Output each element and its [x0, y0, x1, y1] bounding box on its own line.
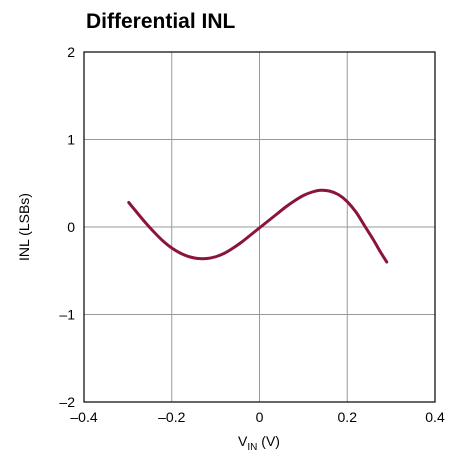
y-tick-label: 2	[67, 44, 75, 60]
x-axis-label-unit: (V)	[257, 433, 280, 449]
x-axis-label-subscript: IN	[247, 442, 257, 453]
x-tick-labels: –0.4 –0.2 0 0.2 0.4	[70, 409, 445, 425]
plot-frame	[83, 51, 436, 403]
y-tick-labels: –2 –1 0 1 2	[59, 44, 75, 410]
y-axis-label: INL (LSBs)	[16, 193, 32, 261]
x-axis-label: VIN (V)	[238, 433, 280, 453]
y-tick-label: –1	[59, 307, 75, 323]
x-tick-label: –0.2	[158, 409, 185, 425]
x-axis-label-main: V	[238, 433, 248, 449]
chart-title: Differential INL	[86, 10, 236, 33]
x-tick-label: 0	[256, 409, 264, 425]
series-line	[127, 188, 389, 264]
y-tick-label: 1	[67, 132, 75, 148]
x-tick-label: 0.2	[338, 409, 358, 425]
y-tick-label: –2	[59, 394, 75, 410]
y-tick-label: 0	[67, 219, 75, 235]
series-group	[127, 188, 389, 264]
x-tick-label: –0.4	[70, 409, 97, 425]
x-tick-label: 0.4	[425, 409, 445, 425]
